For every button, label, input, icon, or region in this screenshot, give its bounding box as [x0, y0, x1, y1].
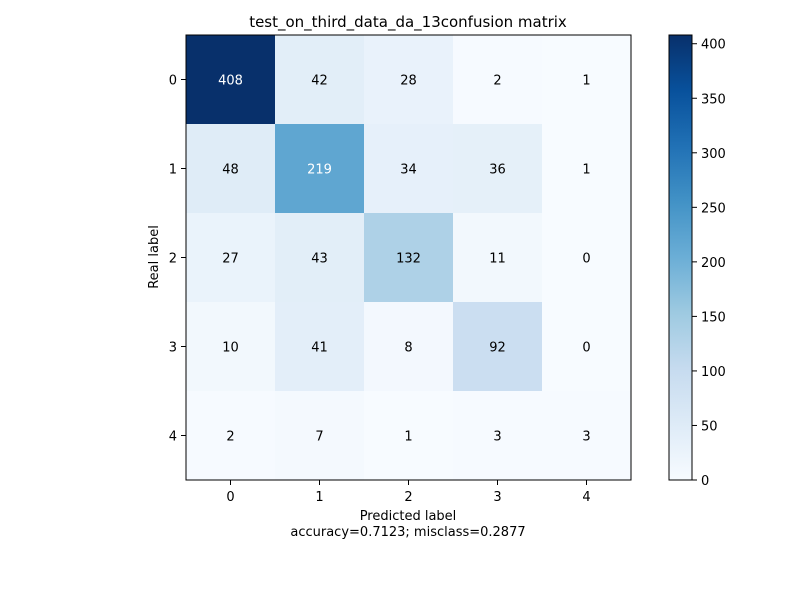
- cell-value-label: 1: [582, 163, 590, 178]
- heatmap-cells: [186, 35, 632, 481]
- heatmap-cell: [542, 391, 632, 481]
- heatmap-cell: [453, 391, 543, 481]
- heatmap-cell: [453, 124, 543, 214]
- cell-value-label: 41: [311, 341, 328, 356]
- heatmap-cell: [364, 124, 454, 214]
- cell-value-label: 10: [222, 341, 239, 356]
- x-axis-ticks: 0 1 2 3 4: [226, 480, 591, 505]
- heatmap-cell: [364, 35, 454, 125]
- heatmap-cell: [186, 302, 276, 392]
- heatmap-cell: [453, 302, 543, 392]
- heatmap-cell: [453, 35, 543, 125]
- cell-value-label: 42: [311, 74, 328, 89]
- cell-value-label: 0: [582, 341, 590, 356]
- x-tick-label: 3: [493, 490, 501, 505]
- heatmap-cell: [542, 213, 632, 303]
- heatmap-cell: [364, 302, 454, 392]
- colorbar-tick-label: 350: [701, 92, 726, 107]
- colorbar-tick-label: 150: [701, 310, 726, 325]
- cell-value-label: 2: [493, 74, 501, 89]
- cell-value-label: 92: [489, 341, 506, 356]
- colorbar-tick-label: 0: [701, 474, 709, 489]
- y-tick-label: 2: [169, 252, 177, 267]
- cell-value-label: 48: [222, 163, 239, 178]
- y-axis-ticks: 0 1 2 3 4: [169, 74, 186, 445]
- cell-value-label: 8: [404, 341, 412, 356]
- colorbar-tick-label: 200: [701, 256, 726, 271]
- cell-value-label: 1: [404, 430, 412, 445]
- cell-value-label: 36: [489, 163, 506, 178]
- cell-value-label: 34: [400, 163, 417, 178]
- colorbar-tick-label: 250: [701, 201, 726, 216]
- x-tick-label: 4: [582, 490, 590, 505]
- cell-value-label: 28: [400, 74, 417, 89]
- cell-value-label: 11: [489, 252, 506, 267]
- colorbar-tick-label: 300: [701, 147, 726, 162]
- heatmap-cell: [275, 213, 365, 303]
- cell-value-label: 3: [582, 430, 590, 445]
- y-tick-label: 3: [169, 341, 177, 356]
- heatmap-cell: [542, 35, 632, 125]
- cell-value-label: 2: [226, 430, 234, 445]
- cell-value-label: 3: [493, 430, 501, 445]
- x-axis-label: Predicted label: [360, 509, 457, 524]
- heatmap-cell: [186, 124, 276, 214]
- heatmap-cell: [275, 391, 365, 481]
- heatmap-cell: [542, 124, 632, 214]
- cell-value-label: 1: [582, 74, 590, 89]
- heatmap-cell: [542, 302, 632, 392]
- heatmap-cell: [275, 302, 365, 392]
- heatmap-cell: [186, 391, 276, 481]
- colorbar-tick-label: 400: [701, 38, 726, 53]
- x-tick-label: 1: [315, 490, 323, 505]
- cell-value-label: 408: [218, 74, 243, 89]
- heatmap-cell: [275, 124, 365, 214]
- cell-value-label: 219: [307, 163, 332, 178]
- colorbar-tick-label: 100: [701, 365, 726, 380]
- y-tick-label: 0: [169, 74, 177, 89]
- chart-title: test_on_third_data_da_13confusion matrix: [249, 13, 567, 32]
- y-axis-label: Real label: [147, 225, 162, 289]
- cell-value-labels: 408 42 28 2 148 219 34 36 127 43 132 11 010 41 8 92 02 7 1…: [218, 74, 591, 445]
- heatmap-cell: [453, 213, 543, 303]
- heatmap-cell: [364, 213, 454, 303]
- heatmap-cell: [186, 35, 276, 125]
- heatmap-cell: [275, 35, 365, 125]
- x-tick-label: 0: [226, 490, 234, 505]
- colorbar: [668, 34, 693, 481]
- cell-value-label: 132: [396, 252, 421, 267]
- cell-value-label: 0: [582, 252, 590, 267]
- colorbar-ticks: 0 50 100 150 200 250 300 350 400: [692, 38, 726, 489]
- y-tick-label: 4: [169, 430, 177, 445]
- x-tick-label: 2: [404, 490, 412, 505]
- heatmap-cell: [186, 213, 276, 303]
- cell-value-label: 27: [222, 252, 239, 267]
- colorbar-tick-label: 50: [701, 419, 718, 434]
- heatmap-cell: [364, 391, 454, 481]
- x-axis-sublabel: accuracy=0.7123; misclass=0.2877: [290, 525, 525, 540]
- y-tick-label: 1: [169, 163, 177, 178]
- cell-value-label: 43: [311, 252, 328, 267]
- cell-value-label: 7: [315, 430, 323, 445]
